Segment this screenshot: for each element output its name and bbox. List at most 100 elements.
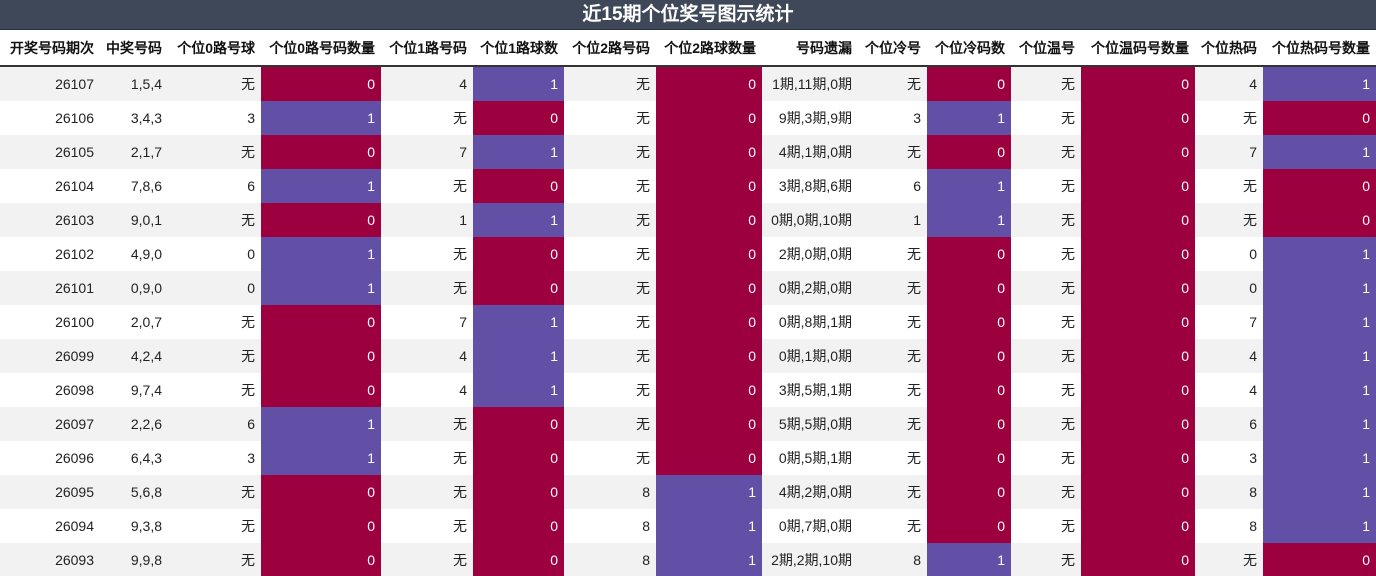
count-cell: 0 xyxy=(1081,339,1195,373)
table-cell: 26103 xyxy=(0,203,100,237)
table-cell: 3期,5期,1期 xyxy=(778,382,852,398)
table-cell: 8 xyxy=(1195,475,1263,509)
table-cell: 无 xyxy=(636,382,650,398)
table-cell: 1,5,4 xyxy=(100,66,168,101)
column-header: 个位温码号数量 xyxy=(1081,30,1195,67)
table-row: 26103 9,0,1 无 0 1 1 无 0 0期,0期,10期 1 1 无 0 无 0 xyxy=(0,203,1376,237)
count-cell: 0 xyxy=(927,66,1011,101)
count-cell: 1 xyxy=(1263,305,1376,339)
count-cell: 1 xyxy=(473,373,564,407)
table-cell: 无 xyxy=(1195,543,1263,576)
count-cell: 0 xyxy=(1081,475,1195,509)
count-cell: 0 xyxy=(656,441,762,475)
count-cell: 1 xyxy=(473,203,564,237)
table-cell: 26100 xyxy=(55,314,94,330)
count-cell: 0 xyxy=(656,101,762,135)
table-cell: 无 xyxy=(858,339,927,373)
table-cell: 无 xyxy=(907,314,921,330)
table-cell: 无 xyxy=(858,475,927,509)
count-cell: 0 xyxy=(473,271,564,305)
table-row: 26100 2,0,7 无 0 7 1 无 0 0期,8期,1期无 0 无 0 7 1 xyxy=(0,305,1376,339)
count-cell: 1 xyxy=(656,543,762,576)
count-cell: 0 xyxy=(261,543,381,576)
table-cell: 无 xyxy=(1061,178,1075,194)
table-cell: 2,0,7 xyxy=(130,314,162,330)
table-row: 26095 5,6,8 无 0 无 0 8 1 4期,2期,0期无 0 无 0 8 1 xyxy=(0,475,1376,509)
count-cell: 0 xyxy=(656,66,762,101)
table-cell: 无 xyxy=(453,246,467,262)
header-row: 开奖号码期次 中奖号码 个位0路号球 个位0路号码数量 个位1路号码 个位1路球数 个位2路… xyxy=(0,30,1376,67)
count-cell: 1 xyxy=(261,169,381,203)
table-cell: 无 xyxy=(1011,135,1081,169)
table-cell: 无 xyxy=(453,518,467,534)
table-cell: 3,4,3 xyxy=(130,110,162,126)
table-cell: 6 xyxy=(1195,407,1263,441)
count-cell: 0 xyxy=(473,441,564,475)
count-cell: 0 xyxy=(927,305,1011,339)
table-cell: 26106 xyxy=(55,110,94,126)
table-cell: 无 xyxy=(907,518,921,534)
table-cell: 无 xyxy=(168,339,261,373)
count-cell: 0 xyxy=(656,271,762,305)
count-cell: 1 xyxy=(261,407,381,441)
count-cell: 0 xyxy=(927,135,1011,169)
count-cell: 1 xyxy=(656,475,762,509)
table-cell: 26102 xyxy=(55,246,94,262)
count-cell: 0 xyxy=(261,373,381,407)
count-cell: 0 xyxy=(1263,543,1376,576)
table-cell: 26104 xyxy=(55,178,94,194)
count-cell: 0 xyxy=(1081,407,1195,441)
table-cell: 2,2,6 xyxy=(100,407,168,441)
count-cell: 0 xyxy=(656,203,762,237)
count-cell: 1 xyxy=(1263,135,1376,169)
table-cell: 5,6,8 xyxy=(100,475,168,509)
table-cell: 6 xyxy=(168,407,261,441)
count-cell: 1 xyxy=(1263,509,1376,543)
count-cell: 0 xyxy=(656,373,762,407)
count-cell: 0 xyxy=(261,305,381,339)
table-cell: 无 xyxy=(1243,178,1257,194)
table-cell: 26093 xyxy=(0,543,100,576)
table-row: 26097 2,2,6 6 1 无 0 无 0 5期,5期,0期无 0 无 0 6 1 xyxy=(0,407,1376,441)
count-cell: 0 xyxy=(1263,101,1376,135)
table-row: 26099 4,2,4 无 0 4 1 无 0 0期,1期,0期无 0 无 0 4 1 xyxy=(0,339,1376,373)
table-row: 26098 9,7,4 无 0 4 1 无 0 3期,5期,1期无 0 无 0 4 1 xyxy=(0,373,1376,407)
count-cell: 0 xyxy=(473,509,564,543)
table-title: 近15期个位奖号图示统计 xyxy=(0,0,1376,30)
table-cell: 无 xyxy=(907,450,921,466)
count-cell: 1 xyxy=(1263,441,1376,475)
count-cell: 0 xyxy=(656,135,762,169)
table-cell: 4 xyxy=(381,339,473,373)
table-row: 26106 3,4,3 3 1 无 0 无 0 9期,3期,9期 3 1 无 0 无 0 xyxy=(0,101,1376,135)
count-cell: 1 xyxy=(927,543,1011,576)
table-row: 26093 9,9,8 无 0 无 0 8 1 2期,2期,10期 8 1 无 0 无 0 xyxy=(0,543,1376,576)
count-cell: 0 xyxy=(656,339,762,373)
count-cell: 0 xyxy=(261,135,381,169)
count-cell: 1 xyxy=(1263,237,1376,271)
table-cell: 无 xyxy=(241,314,255,330)
table-cell: 4 xyxy=(381,66,473,101)
table-cell: 无 xyxy=(1243,110,1257,126)
count-cell: 0 xyxy=(927,373,1011,407)
table-cell: 无 xyxy=(1061,110,1075,126)
table-cell: 4期,2期,0期 xyxy=(762,475,858,509)
count-cell: 1 xyxy=(473,305,564,339)
count-cell: 0 xyxy=(1081,135,1195,169)
table-cell: 3期,8期,6期 xyxy=(778,178,852,194)
count-cell: 0 xyxy=(473,169,564,203)
table-cell: 4,9,0 xyxy=(130,246,162,262)
count-cell: 0 xyxy=(261,203,381,237)
table-cell: 3 xyxy=(247,450,255,466)
table-cell: 无 xyxy=(858,407,927,441)
table-cell: 0 xyxy=(1249,246,1257,262)
table-cell: 9,3,8 xyxy=(130,518,162,534)
count-cell: 0 xyxy=(1081,237,1195,271)
table-cell: 无 xyxy=(858,271,927,305)
count-cell: 1 xyxy=(656,509,762,543)
table-cell: 7 xyxy=(459,314,467,330)
table-cell: 无 xyxy=(636,314,650,330)
table-cell: 无 xyxy=(168,543,261,576)
table-cell: 无 xyxy=(453,110,467,126)
table-cell: 2期,2期,10期 xyxy=(762,543,858,576)
table-cell: 26098 xyxy=(55,382,94,398)
